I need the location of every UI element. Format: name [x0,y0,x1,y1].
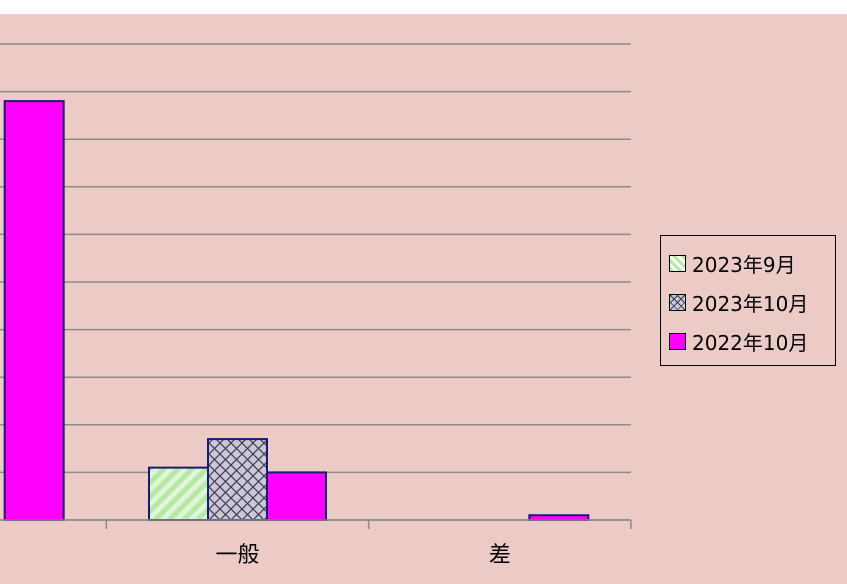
chart-plot: 一般 差 [0,43,632,568]
bar-1-2 [148,466,209,522]
bar-3-2 [266,471,327,521]
legend-label: 2023年10月 [692,292,809,316]
legend-label: 2022年10月 [692,331,809,355]
legend-label: 2023年9月 [692,253,796,277]
legend-swatch-magenta [669,333,686,350]
chart-legend: 2023年9月 2023年10月 2022年10月 [660,235,836,366]
legend-item: 2023年10月 [669,283,835,322]
legend-swatch-stripe [669,255,686,272]
legend-swatch-crosshatch [669,294,686,311]
legend-item: 2023年9月 [669,244,835,283]
x-tick-label: 差 [489,543,511,568]
chart-frame: 一般 差 2023年9月 2023年10月 2022年10月 [0,14,847,584]
legend-item: 2022年10月 [669,322,835,361]
bar-3-1 [3,100,65,522]
x-tick-label: 一般 [215,543,259,568]
bar-2-2 [207,438,268,521]
